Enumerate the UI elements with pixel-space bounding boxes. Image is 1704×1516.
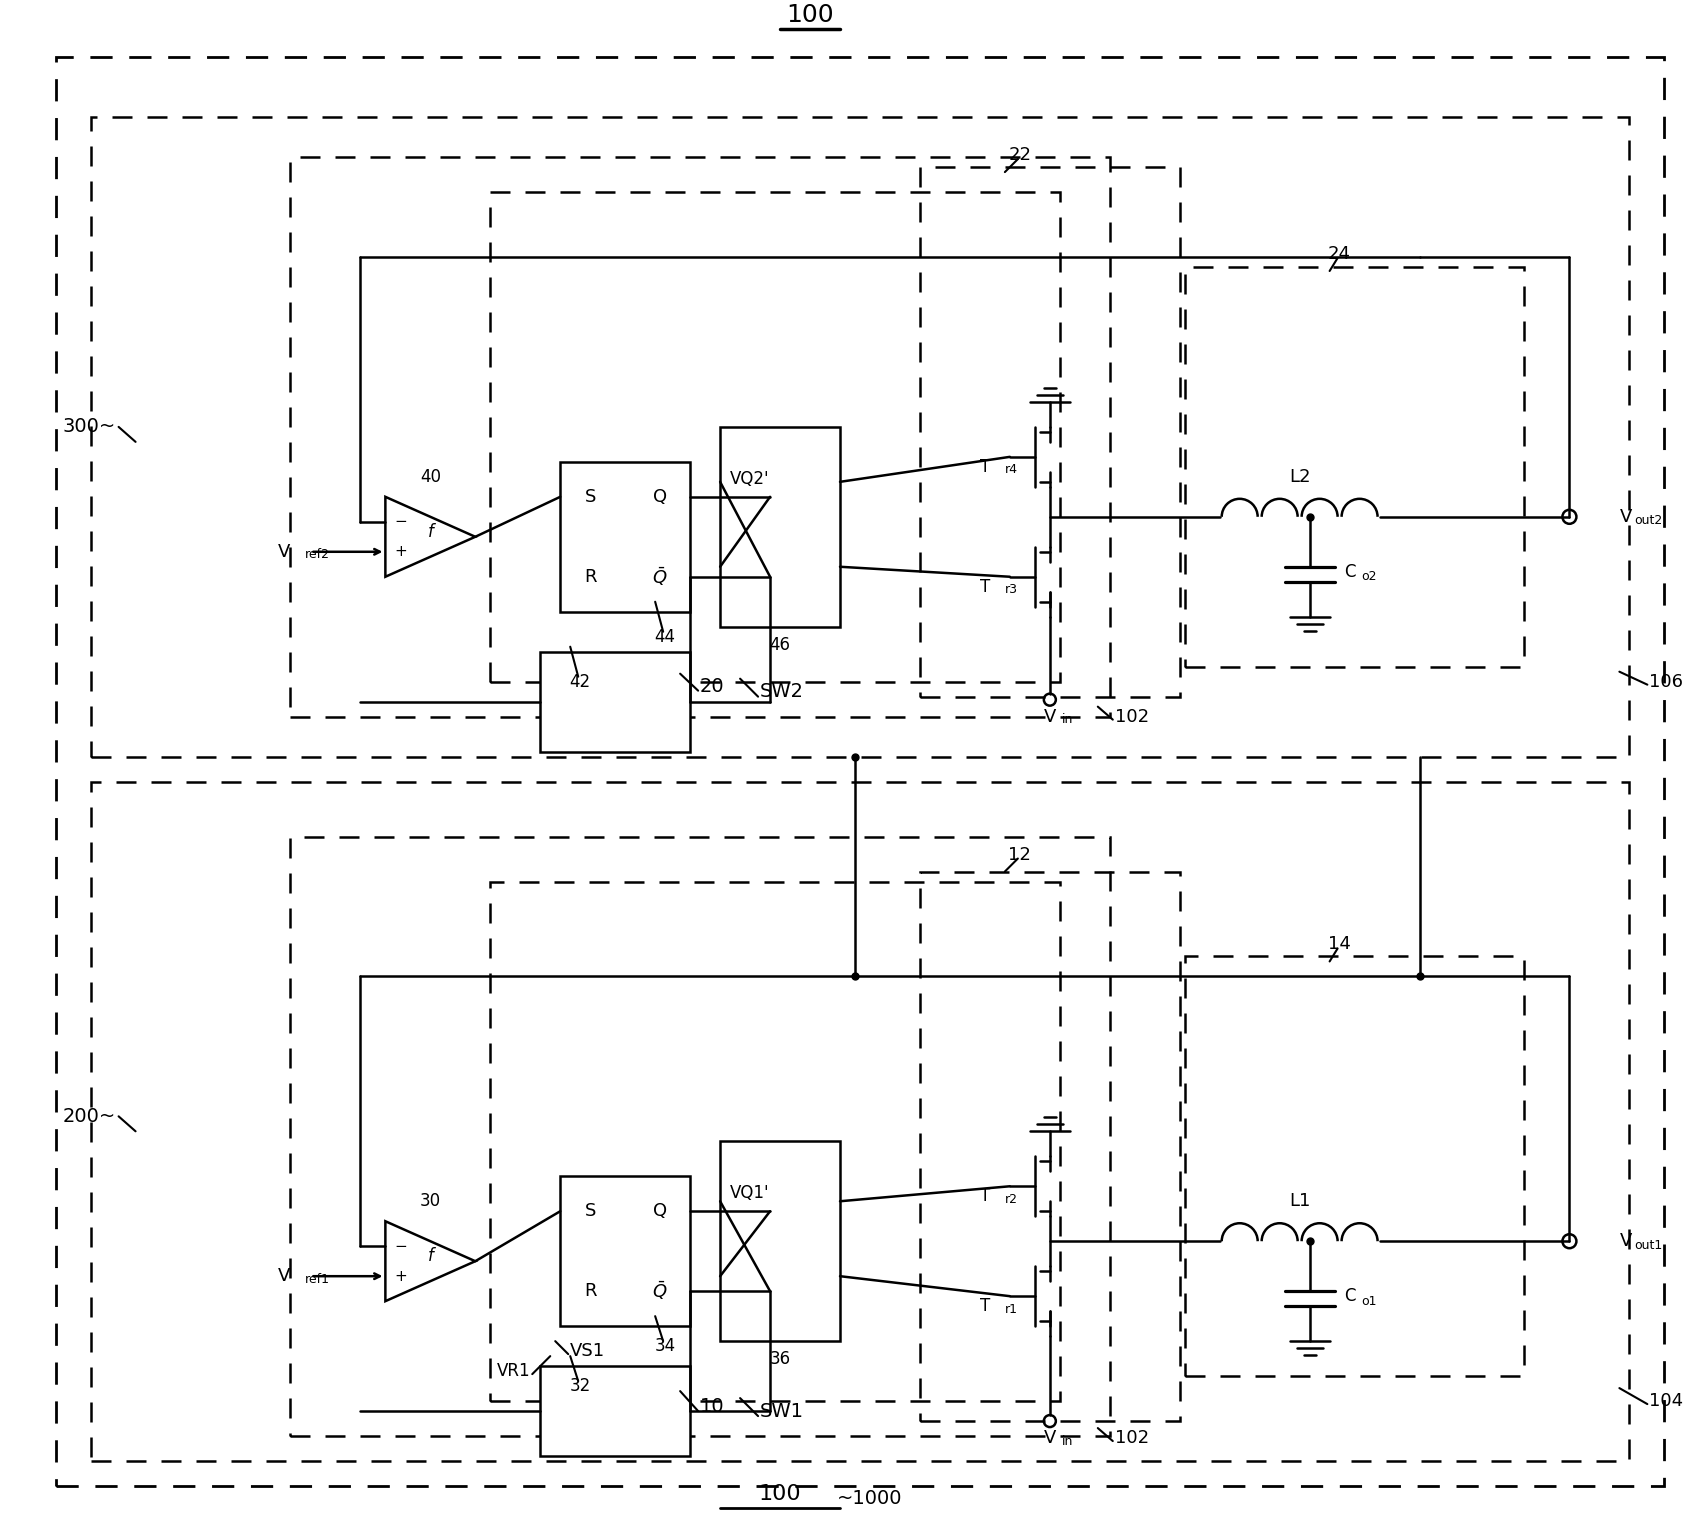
Text: V: V bbox=[1619, 1233, 1632, 1251]
Text: in: in bbox=[1062, 1434, 1074, 1448]
Bar bbox=[290, 837, 1109, 1436]
Bar bbox=[920, 167, 1179, 697]
Text: T: T bbox=[980, 1187, 990, 1205]
Text: ref1: ref1 bbox=[305, 1273, 329, 1286]
Text: 102: 102 bbox=[1114, 1430, 1148, 1448]
Bar bbox=[90, 782, 1629, 1461]
Text: 14: 14 bbox=[1327, 935, 1351, 954]
Text: S: S bbox=[584, 1202, 596, 1220]
Text: T: T bbox=[980, 1298, 990, 1316]
Text: T: T bbox=[980, 578, 990, 596]
Bar bbox=[920, 872, 1179, 1420]
Bar bbox=[491, 193, 1060, 682]
Text: V: V bbox=[278, 543, 290, 561]
Text: VR1: VR1 bbox=[496, 1361, 530, 1380]
Text: R: R bbox=[584, 568, 596, 585]
Text: 42: 42 bbox=[569, 673, 591, 691]
Text: L2: L2 bbox=[1288, 468, 1310, 485]
Bar bbox=[290, 158, 1109, 717]
Bar bbox=[90, 117, 1629, 756]
Text: 34: 34 bbox=[654, 1337, 676, 1355]
Text: SW2: SW2 bbox=[760, 682, 804, 702]
Text: $\bar{Q}$: $\bar{Q}$ bbox=[653, 1280, 668, 1302]
Bar bbox=[1184, 957, 1525, 1377]
Text: f: f bbox=[428, 1248, 433, 1266]
Text: 300~: 300~ bbox=[63, 417, 116, 437]
Text: SW1: SW1 bbox=[760, 1402, 804, 1420]
Text: r4: r4 bbox=[1005, 464, 1017, 476]
Text: 10: 10 bbox=[700, 1396, 724, 1416]
Text: V: V bbox=[278, 1267, 290, 1286]
Text: 30: 30 bbox=[419, 1192, 441, 1210]
Text: Q: Q bbox=[653, 488, 668, 506]
Text: 20: 20 bbox=[700, 678, 724, 696]
Text: r2: r2 bbox=[1005, 1193, 1017, 1205]
Text: 24: 24 bbox=[1327, 246, 1351, 262]
Text: 22: 22 bbox=[1009, 146, 1031, 164]
Text: 12: 12 bbox=[1009, 846, 1031, 864]
Text: o2: o2 bbox=[1361, 570, 1377, 584]
Text: ref2: ref2 bbox=[305, 549, 329, 561]
Bar bbox=[540, 652, 690, 752]
Text: Q: Q bbox=[653, 1202, 668, 1220]
Text: $\bar{Q}$: $\bar{Q}$ bbox=[653, 565, 668, 588]
Text: 104: 104 bbox=[1649, 1392, 1684, 1410]
Text: C: C bbox=[1344, 1287, 1356, 1305]
Text: S: S bbox=[584, 488, 596, 506]
Text: 36: 36 bbox=[770, 1351, 791, 1367]
Text: r1: r1 bbox=[1005, 1302, 1017, 1316]
Text: V: V bbox=[1043, 708, 1056, 726]
Text: R: R bbox=[584, 1283, 596, 1301]
Bar bbox=[721, 1142, 840, 1342]
Text: −: − bbox=[394, 514, 407, 529]
Text: VQ2': VQ2' bbox=[731, 470, 770, 488]
Text: +: + bbox=[394, 1269, 407, 1284]
Text: 100: 100 bbox=[786, 3, 833, 27]
Bar bbox=[561, 1176, 690, 1326]
Text: 102: 102 bbox=[1114, 708, 1148, 726]
Bar bbox=[561, 462, 690, 612]
Text: −: − bbox=[394, 1239, 407, 1254]
Text: C: C bbox=[1344, 562, 1356, 581]
Text: out1: out1 bbox=[1634, 1239, 1663, 1252]
Text: r3: r3 bbox=[1005, 584, 1017, 596]
Text: 200~: 200~ bbox=[63, 1107, 116, 1126]
Bar bbox=[540, 1366, 690, 1455]
Text: VQ1': VQ1' bbox=[731, 1184, 770, 1202]
Text: L1: L1 bbox=[1288, 1192, 1310, 1210]
Text: VS1: VS1 bbox=[571, 1342, 605, 1360]
Text: out2: out2 bbox=[1634, 514, 1663, 528]
Text: o1: o1 bbox=[1361, 1295, 1377, 1308]
Text: in: in bbox=[1062, 713, 1074, 726]
Bar bbox=[1184, 267, 1525, 667]
Text: 40: 40 bbox=[419, 468, 441, 485]
Text: 44: 44 bbox=[654, 628, 676, 646]
Text: 46: 46 bbox=[770, 635, 791, 653]
Text: T: T bbox=[980, 458, 990, 476]
Text: V: V bbox=[1043, 1430, 1056, 1448]
Text: V: V bbox=[1619, 508, 1632, 526]
Bar bbox=[491, 881, 1060, 1401]
Text: 100: 100 bbox=[758, 1484, 801, 1504]
Text: 106: 106 bbox=[1649, 673, 1684, 691]
Text: +: + bbox=[394, 544, 407, 559]
Bar bbox=[721, 428, 840, 626]
Text: ~1000: ~1000 bbox=[837, 1489, 903, 1507]
Text: 32: 32 bbox=[569, 1377, 591, 1395]
Text: f: f bbox=[428, 523, 433, 541]
